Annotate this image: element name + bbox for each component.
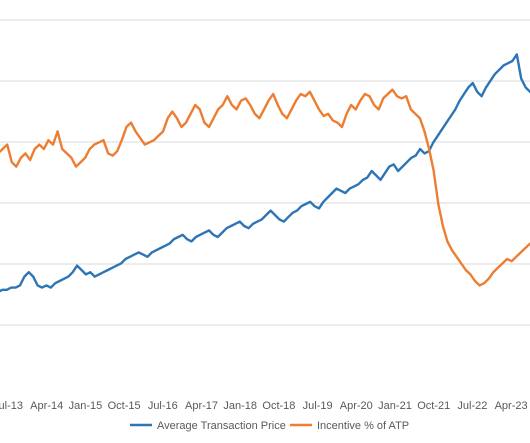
x-tick-label: Jan-21 [378, 400, 412, 412]
series-line-average-transaction-price [0, 53, 530, 293]
x-tick-label: Jul-16 [148, 400, 178, 412]
x-tick-label: Jul-13 [0, 400, 23, 412]
x-tick-label: Apr-20 [340, 400, 373, 412]
x-tick-label: Jan-18 [223, 400, 257, 412]
legend: Average Transaction Price Incentive % of … [130, 420, 409, 432]
x-tick-label: Oct-15 [108, 400, 141, 412]
gridlines [0, 19, 530, 326]
x-axis: Jul-13 Apr-14 Jan-15 Oct-15 Jul-16 Apr-17 Jan-… [0, 400, 528, 412]
legend-label: Incentive % of ATP [317, 420, 409, 432]
legend-label: Average Transaction Price [157, 420, 286, 432]
x-tick-label: Apr-17 [185, 400, 218, 412]
series-lines [0, 53, 530, 293]
legend-item: Average Transaction Price [130, 420, 286, 432]
x-tick-label: Oct-21 [417, 400, 450, 412]
x-tick-label: Jan-15 [69, 400, 103, 412]
legend-item: Incentive % of ATP [290, 420, 409, 432]
x-tick-label: Oct-18 [262, 400, 295, 412]
x-tick-label: Apr-23 [495, 400, 528, 412]
series-line-incentive-pct-atp [0, 88, 530, 287]
x-tick-label: Jul-19 [303, 400, 333, 412]
x-tick-label: Apr-14 [30, 400, 63, 412]
x-tick-label: Jul-22 [457, 400, 487, 412]
